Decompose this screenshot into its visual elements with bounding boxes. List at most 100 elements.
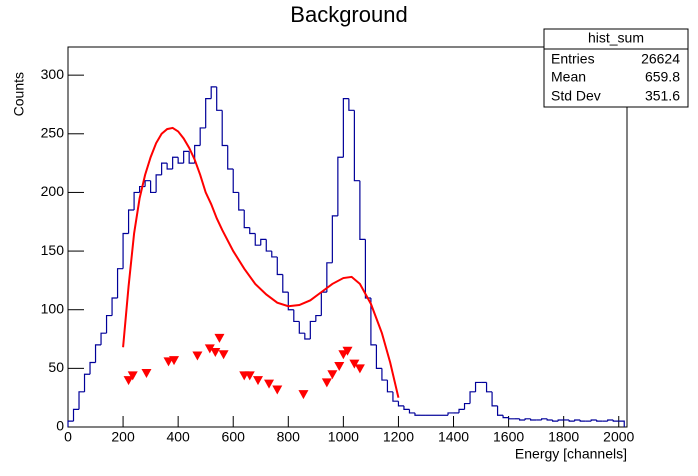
histogram-bin: [474, 381, 482, 392]
marker: [204, 344, 215, 354]
histogram-bin: [541, 418, 548, 420]
marker: [334, 362, 345, 372]
stats-label: Mean: [551, 69, 586, 85]
histogram-bin: [590, 419, 597, 422]
chart-title: Background: [290, 2, 407, 27]
histogram-bin: [381, 368, 388, 381]
histogram-bin: [232, 168, 239, 194]
histogram-bin: [172, 156, 179, 169]
x-tick-label: 1000: [328, 429, 359, 445]
histogram-bin: [166, 163, 173, 170]
histogram-bin: [127, 209, 135, 234]
histogram-bin: [89, 361, 96, 375]
marker: [298, 390, 309, 400]
histogram-bin: [353, 110, 360, 182]
marker: [214, 333, 225, 343]
histogram-bin: [105, 314, 113, 334]
histogram-bin: [315, 314, 322, 322]
histogram-bin: [370, 297, 377, 346]
histogram-bin: [342, 98, 349, 158]
histogram-bin: [612, 419, 619, 422]
marker: [272, 385, 283, 395]
histogram-bin: [122, 232, 129, 269]
histogram-bin: [276, 256, 283, 276]
x-axis-title: Energy [channels]: [515, 446, 627, 462]
histogram-bin: [331, 215, 338, 263]
histogram-bin: [408, 409, 415, 414]
histogram-bin: [458, 408, 465, 413]
x-tick-label: 1600: [493, 429, 524, 445]
histogram-bin: [298, 321, 305, 334]
histogram-bin: [155, 174, 162, 193]
stats-value: 26624: [641, 51, 680, 67]
y-tick-label: 300: [41, 66, 65, 82]
histogram-bin: [221, 110, 228, 147]
histogram-bin: [447, 412, 454, 416]
histogram-bin: [265, 239, 272, 252]
histogram-bin: [485, 382, 493, 393]
histogram-bin: [177, 157, 184, 164]
marker: [264, 379, 275, 389]
marker: [169, 356, 180, 366]
histogram-bin: [78, 391, 85, 410]
histogram-bin: [326, 262, 333, 293]
marker: [354, 364, 365, 374]
fit-line: [122, 126, 400, 398]
histogram-bin: [502, 415, 509, 419]
histogram-bin: [618, 420, 625, 427]
stats-value: 659.8: [645, 69, 680, 85]
histogram-bin: [463, 402, 471, 410]
stats-label: Entries: [551, 51, 595, 67]
stats-frame: [543, 28, 689, 108]
marker: [192, 351, 203, 361]
histogram-bin: [337, 156, 344, 216]
histogram-bin: [183, 150, 190, 164]
marker: [218, 350, 229, 360]
histogram-bin: [260, 238, 267, 246]
histogram-bin: [469, 391, 476, 404]
x-tick-label: 0: [64, 429, 72, 445]
histogram-bin: [596, 419, 603, 422]
histogram-bin: [320, 291, 327, 316]
marker: [127, 371, 138, 381]
stats-title: hist_sum: [588, 30, 644, 46]
marker: [253, 376, 264, 386]
histogram-bin: [210, 86, 217, 99]
histogram-bin: [397, 401, 404, 407]
histogram-bin: [254, 233, 261, 246]
histogram-bin: [557, 419, 564, 422]
marker: [349, 359, 360, 369]
histogram-bin: [524, 418, 531, 420]
stats-label: Std Dev: [551, 88, 601, 104]
histogram-bin: [546, 418, 553, 421]
histogram-bin: [414, 412, 421, 416]
histogram-bin: [249, 227, 256, 235]
histogram-bin: [607, 419, 614, 422]
histogram-bin: [568, 419, 575, 422]
marker: [327, 370, 338, 380]
histogram-bin: [491, 391, 498, 407]
histogram-bin: [403, 405, 410, 411]
histogram-bin: [67, 420, 74, 427]
histogram-bin: [100, 332, 107, 345]
x-tick-label: 1400: [438, 429, 469, 445]
x-tick-label: 2000: [603, 429, 634, 445]
stats-box: hist_sum Entries 26624 Mean 659.8 Std De…: [543, 28, 689, 108]
plot-frame: [67, 46, 628, 428]
histogram-bin: [199, 127, 206, 146]
x-tick-label: 400: [166, 429, 190, 445]
y-tick-label: 150: [41, 242, 65, 258]
histogram-bin: [161, 162, 168, 175]
histogram-bin: [309, 320, 316, 340]
marker: [210, 347, 221, 357]
y-tick-label: 0: [56, 418, 64, 434]
histogram-bin: [552, 419, 559, 422]
histogram-bin: [496, 405, 504, 416]
y-tick-label: 200: [41, 183, 65, 199]
y-tick-label: 50: [48, 359, 64, 375]
histogram-bin: [111, 297, 118, 316]
histogram-bin: [375, 344, 382, 369]
marker: [342, 346, 353, 356]
histogram-bin: [133, 191, 140, 211]
